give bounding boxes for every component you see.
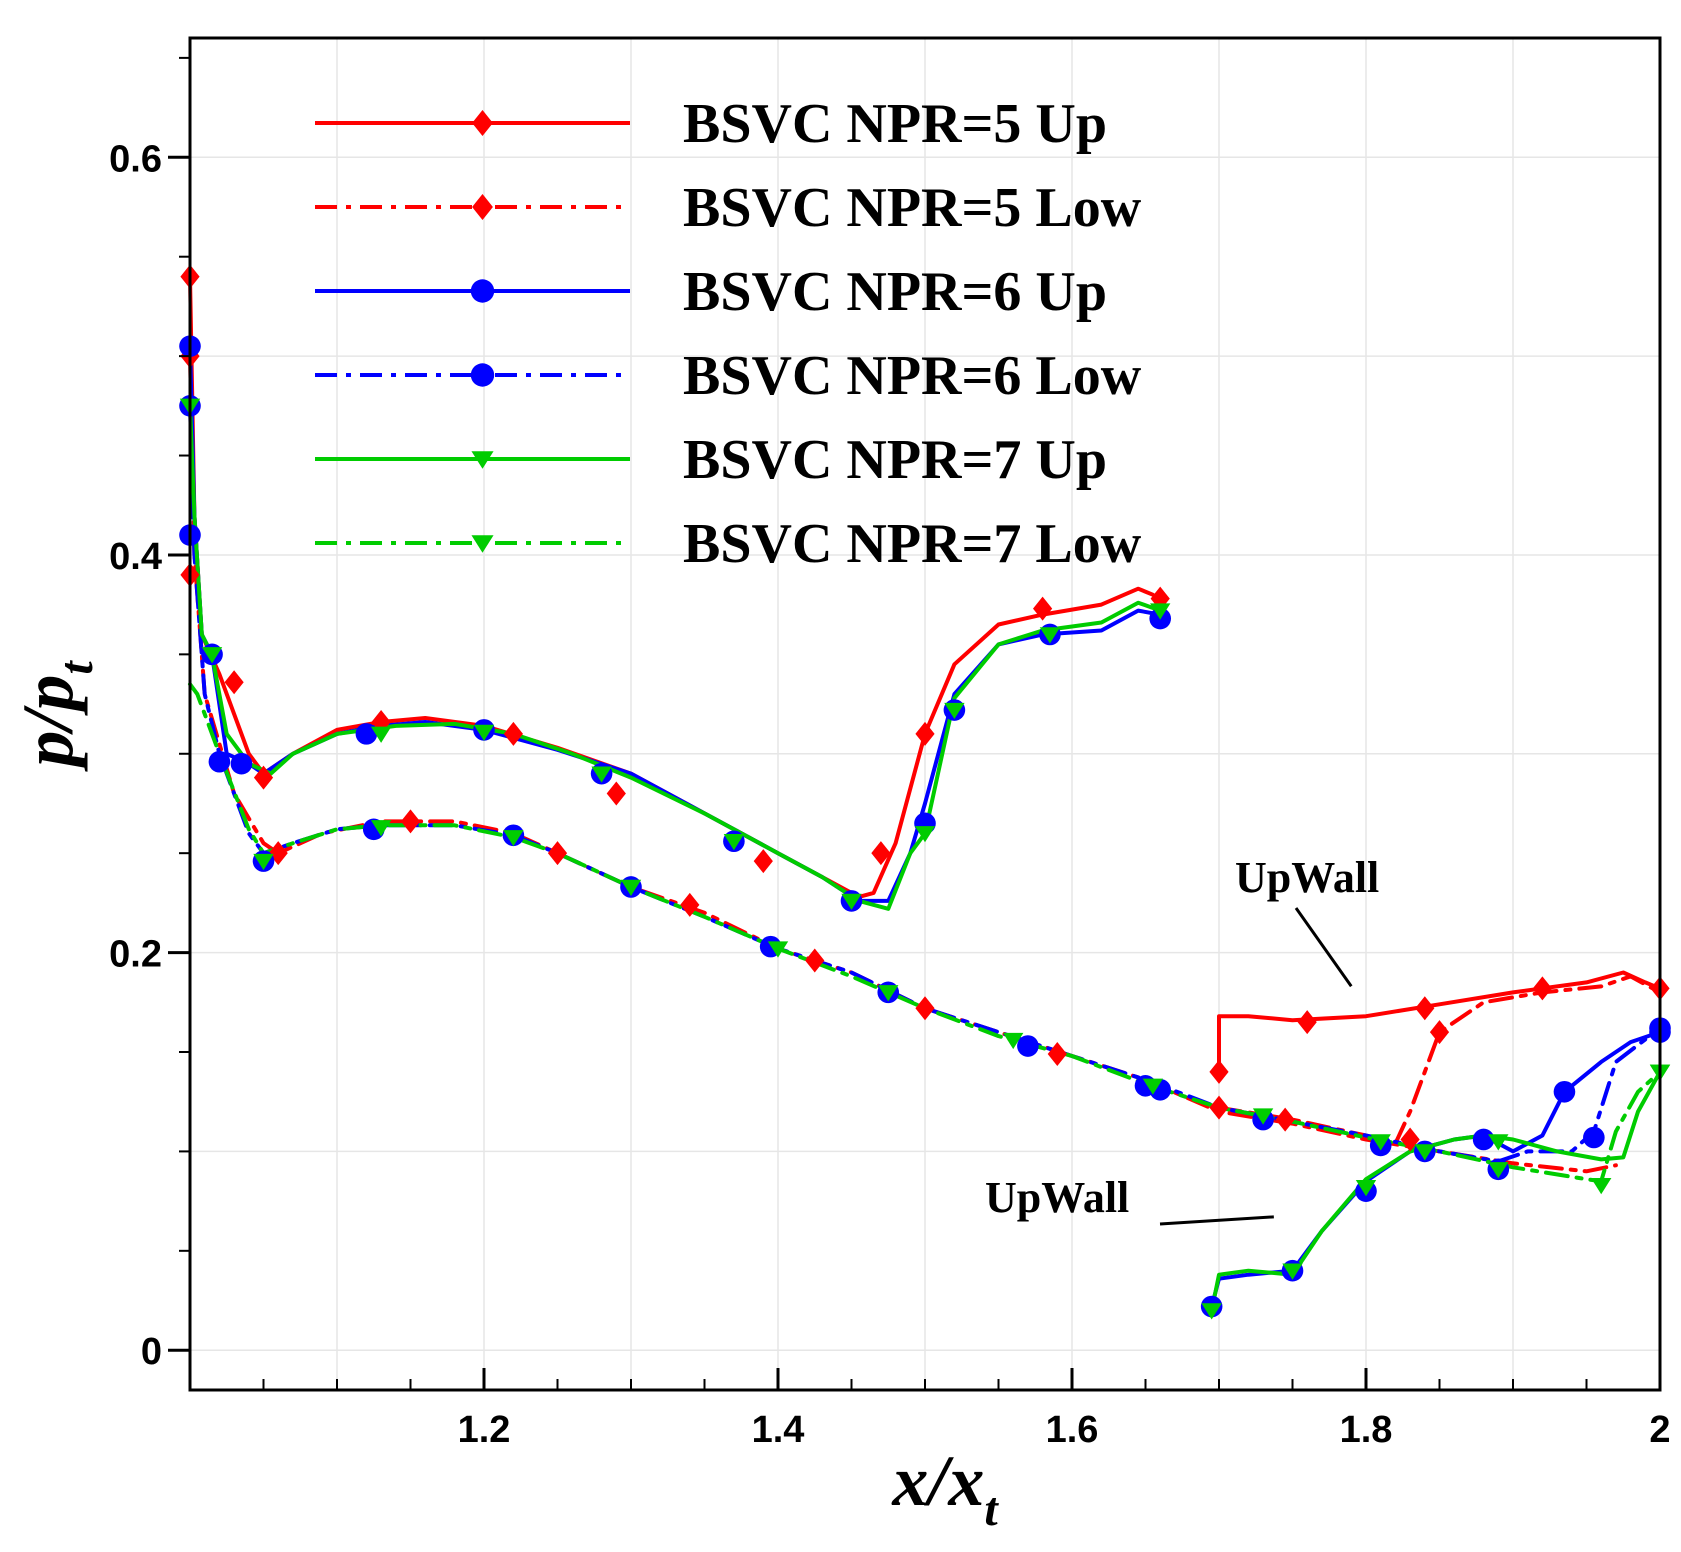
data-point-series-2 — [805, 948, 825, 973]
x-axis-title: x/xt — [891, 1441, 999, 1536]
annotation-leader-upper — [1294, 907, 1353, 988]
series-line-5 — [1209, 1069, 1662, 1313]
data-point-series-1 — [1415, 996, 1435, 1021]
data-point-series-4 — [1017, 1035, 1039, 1057]
axis-titles: x/xtp/pt — [8, 660, 999, 1536]
annotations: UpWall UpWall — [985, 853, 1379, 1226]
legend-marker-2 — [472, 194, 493, 220]
annotation-leader-lower — [1159, 1215, 1274, 1226]
x-tick-label: 1.2 — [458, 1409, 511, 1451]
y-axis-title-main: p/p — [8, 675, 88, 773]
data-point-series-5 — [370, 726, 392, 743]
annotation-upwall-upper: UpWall — [1235, 853, 1379, 902]
data-point-series-1 — [1297, 1010, 1317, 1035]
data-point-series-5 — [1150, 603, 1171, 620]
y-tick-label: 0.2 — [109, 934, 162, 976]
legend: BSVC NPR=5 Up BSVC NPR=5 Low BSVC NPR=6 Up… — [315, 93, 1142, 575]
legend-label-3: BSVC NPR=6 Up — [683, 261, 1107, 323]
data-point-series-2 — [1429, 1020, 1450, 1045]
data-point-series-5 — [591, 766, 612, 783]
data-point-series-6 — [370, 820, 392, 837]
data-point-series-6 — [1003, 1032, 1024, 1050]
data-point-series-5 — [1355, 1180, 1377, 1197]
data-point-series-1 — [915, 721, 935, 746]
data-point-series-1 — [224, 670, 244, 695]
data-point-series-2 — [1275, 1107, 1295, 1132]
data-point-series-5 — [914, 826, 936, 843]
axis-ticks: 1.2 1.4 1.6 1.8 2 0 0.2 0.4 0.6 — [109, 56, 1671, 1451]
data-point-series-1 — [606, 781, 626, 806]
data-point-series-3 — [1472, 1128, 1495, 1151]
legend-marker-3 — [470, 279, 495, 303]
data-point-series-1 — [753, 849, 773, 874]
legend-marker-4 — [470, 363, 495, 387]
data-point-series-4 — [1583, 1126, 1605, 1149]
annotation-upwall-lower: UpWall — [985, 1173, 1129, 1222]
data-point-series-6 — [253, 853, 274, 871]
data-point-series-1 — [371, 709, 391, 734]
data-point-series-1 — [1532, 976, 1552, 1001]
x-tick-label: 1.8 — [1340, 1409, 1393, 1451]
data-point-series-6 — [1252, 1108, 1274, 1125]
data-point-series-2 — [915, 996, 935, 1021]
data-point-series-5 — [723, 834, 745, 851]
data-point-series-2 — [400, 809, 421, 834]
data-point-series-6 — [503, 830, 524, 847]
data-point-series-3 — [230, 752, 253, 775]
data-point-series-6 — [1591, 1178, 1612, 1195]
legend-label-1: BSVC NPR=5 Up — [683, 93, 1107, 155]
legend-marker-5 — [471, 451, 494, 469]
data-point-series-6 — [1142, 1078, 1164, 1095]
x-axis-title-subscript: t — [984, 1483, 999, 1536]
data-point-series-2 — [1047, 1041, 1067, 1066]
data-point-series-1 — [1209, 1059, 1229, 1084]
legend-marker-6 — [471, 535, 494, 553]
data-point-series-2 — [547, 841, 568, 866]
y-tick-label: 0.4 — [109, 536, 162, 578]
data-point-series-6 — [620, 879, 642, 896]
data-point-series-2 — [1400, 1127, 1420, 1152]
data-point-series-6 — [1488, 1162, 1509, 1179]
data-point-series-3 — [1553, 1080, 1576, 1103]
x-tick-label: 2 — [1649, 1409, 1670, 1451]
x-tick-label: 1.4 — [752, 1409, 805, 1451]
series-line-5 — [188, 403, 1163, 911]
legend-label-4: BSVC NPR=6 Low — [683, 345, 1142, 407]
y-axis-title-subscript: t — [50, 660, 103, 675]
data-point-series-5 — [1039, 627, 1061, 644]
data-point-series-3 — [355, 723, 378, 745]
data-point-series-5 — [473, 724, 495, 741]
data-point-series-1 — [871, 841, 891, 866]
data-point-series-5 — [1488, 1134, 1509, 1151]
data-point-series-2 — [268, 841, 288, 866]
data-point-series-5 — [841, 893, 862, 910]
x-axis-title-main: x/x — [891, 1441, 984, 1521]
data-point-series-1 — [253, 765, 274, 790]
x-tick-label: 1.6 — [1046, 1409, 1099, 1451]
data-point-series-2 — [1209, 1095, 1229, 1120]
data-point-series-5 — [201, 647, 223, 664]
data-point-series-2 — [680, 892, 700, 917]
plot-area — [179, 264, 1671, 1320]
legend-marker-1 — [472, 110, 493, 136]
y-tick-label: 0.6 — [109, 138, 162, 180]
data-point-series-6 — [1370, 1134, 1391, 1151]
y-axis-title: p/pt — [8, 660, 103, 773]
legend-label-6: BSVC NPR=7 Low — [683, 513, 1142, 575]
data-point-series-5 — [1282, 1263, 1303, 1280]
data-point-series-5 — [1414, 1144, 1435, 1161]
data-point-series-5 — [1201, 1303, 1222, 1320]
data-point-series-1 — [503, 721, 523, 746]
y-tick-label: 0 — [141, 1331, 162, 1373]
data-point-series-5 — [944, 702, 965, 720]
legend-label-5: BSVC NPR=7 Up — [683, 429, 1107, 491]
data-point-series-6 — [767, 941, 789, 958]
data-point-series-3 — [208, 750, 231, 773]
legend-label-2: BSVC NPR=5 Low — [683, 177, 1142, 239]
data-point-series-1 — [1033, 596, 1053, 621]
data-point-series-6 — [878, 985, 899, 1002]
